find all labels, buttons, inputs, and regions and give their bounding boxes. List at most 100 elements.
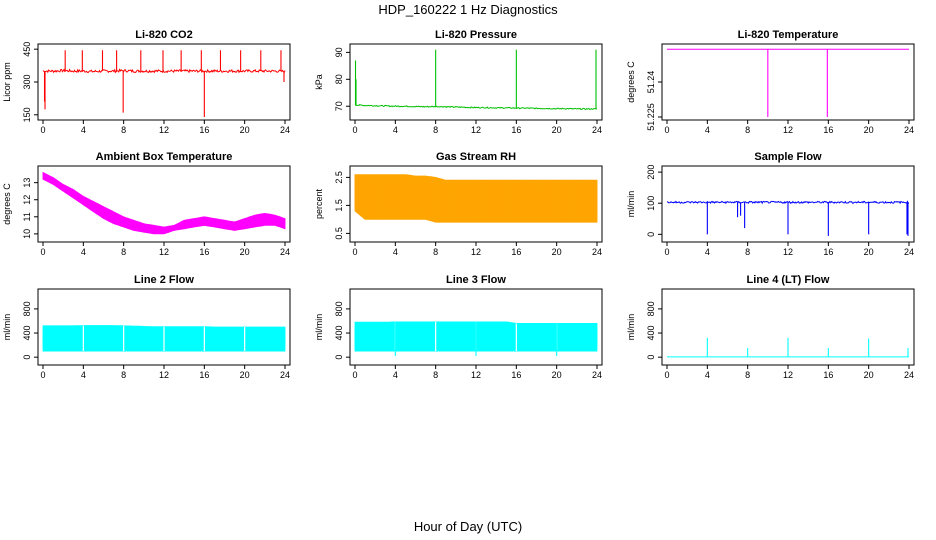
x-tick-label: 24	[280, 125, 290, 135]
panel-title: Ambient Box Temperature	[96, 151, 233, 163]
y-tick-label: 800	[22, 301, 32, 316]
x-tick-label: 16	[823, 370, 833, 380]
panel-title: Li-820 CO2	[135, 29, 192, 41]
x-tick-label: 24	[592, 247, 602, 257]
x-tick-label: 12	[159, 125, 169, 135]
x-tick-label: 24	[592, 370, 602, 380]
series-marks	[42, 171, 286, 235]
axis-box	[661, 43, 915, 121]
series-marks	[354, 49, 598, 111]
y-tick-label: 400	[334, 326, 344, 341]
y-tick-label: 1.5	[334, 199, 344, 212]
figure-title: HDP_160222 1 Hz Diagnostics	[378, 2, 558, 17]
x-tick-label: 8	[433, 247, 438, 257]
x-tick-label: 20	[240, 247, 250, 257]
y-tick-label: 200	[646, 165, 656, 180]
x-tick-label: 16	[823, 247, 833, 257]
y-axis-label: kPa	[314, 74, 324, 90]
y-tick-label: 800	[334, 301, 344, 316]
series-marks	[667, 48, 909, 117]
panel-title: Sample Flow	[754, 151, 822, 163]
panel-title: Line 2 Flow	[134, 274, 194, 286]
x-tick-label: 0	[352, 370, 357, 380]
series-marks	[354, 321, 598, 356]
x-tick-label: 20	[552, 247, 562, 257]
x-tick-label: 20	[240, 125, 250, 135]
y-tick-label: 80	[334, 74, 344, 84]
y-tick-label: 0.5	[334, 227, 344, 240]
y-tick-label: 0	[646, 355, 656, 360]
x-tick-label: 20	[864, 247, 874, 257]
x-tick-label: 12	[783, 370, 793, 380]
y-axis-label: degrees C	[2, 183, 12, 225]
series-marks	[42, 50, 286, 117]
x-tick-label: 12	[783, 247, 793, 257]
x-tick-label: 0	[664, 247, 669, 257]
x-tick-label: 20	[552, 370, 562, 380]
y-axis-label: ml/min	[626, 191, 636, 218]
x-tick-label: 16	[511, 247, 521, 257]
series-marks	[354, 174, 598, 223]
y-axis-label: ml/min	[314, 314, 324, 341]
x-tick-label: 12	[159, 370, 169, 380]
x-tick-label: 16	[511, 125, 521, 135]
x-tick-label: 24	[904, 247, 914, 257]
panel-li-820-co2: Li-820 CO2 Licor ppm 0 4 8 12 16 20 24 150 300 450	[2, 29, 291, 135]
x-tick-label: 0	[40, 247, 45, 257]
y-tick-label: 2.5	[334, 171, 344, 184]
y-tick-label: 300	[22, 74, 32, 89]
x-tick-label: 8	[433, 125, 438, 135]
x-tick-label: 12	[783, 125, 793, 135]
y-tick-label: 0	[334, 355, 344, 360]
panel-title: Line 3 Flow	[446, 274, 506, 286]
y-tick-label: 0	[646, 232, 656, 237]
x-tick-label: 4	[705, 370, 710, 380]
x-tick-label: 20	[552, 125, 562, 135]
x-tick-label: 24	[904, 370, 914, 380]
x-tick-label: 20	[864, 370, 874, 380]
y-axis-label: ml/min	[626, 314, 636, 341]
y-axis-label: Licor ppm	[2, 62, 12, 102]
y-axis-label: degrees C	[626, 61, 636, 103]
x-tick-label: 8	[745, 247, 750, 257]
y-tick-label: 400	[22, 326, 32, 341]
x-tick-label: 4	[81, 125, 86, 135]
y-tick-label: 400	[646, 326, 656, 341]
y-tick-label: 70	[334, 101, 344, 111]
x-tick-label: 8	[745, 125, 750, 135]
x-tick-label: 8	[121, 125, 126, 135]
y-tick-label: 0	[22, 355, 32, 360]
y-tick-label: 90	[334, 47, 344, 57]
y-tick-label: 100	[646, 196, 656, 211]
y-tick-label: 10	[22, 229, 32, 239]
panel-sample-flow: Sample Flow ml/min 0 4 8 12 16 20 24 0 100 200	[626, 151, 915, 257]
x-tick-label: 8	[745, 370, 750, 380]
series-marks	[42, 325, 286, 352]
x-tick-label: 12	[159, 247, 169, 257]
y-axis-label: ml/min	[2, 314, 12, 341]
x-tick-label: 24	[280, 247, 290, 257]
x-tick-label: 0	[40, 125, 45, 135]
panel-title: Gas Stream RH	[436, 151, 516, 163]
y-tick-label: 800	[646, 301, 656, 316]
y-tick-label: 51.24	[646, 71, 656, 94]
panel-title: Li-820 Pressure	[435, 29, 517, 41]
y-axis-label: percent	[314, 188, 324, 219]
series-marks	[667, 200, 910, 236]
x-tick-label: 4	[393, 125, 398, 135]
y-tick-label: 12	[22, 195, 32, 205]
x-tick-label: 4	[81, 370, 86, 380]
x-tick-label: 16	[823, 125, 833, 135]
y-tick-label: 11	[22, 212, 32, 221]
x-tick-label: 0	[352, 247, 357, 257]
series-line	[667, 200, 910, 205]
panel-line-4-lt-flow: Line 4 (LT) Flow ml/min 0 4 8 12 16 20 24 0 400 800	[626, 274, 915, 380]
panel-title: Li-820 Temperature	[738, 29, 839, 41]
x-tick-label: 16	[199, 247, 209, 257]
x-tick-label: 4	[81, 247, 86, 257]
series-line	[42, 68, 286, 74]
panel-line-2-flow: Line 2 Flow ml/min 0 4 8 12 16 20 24 0 400 800	[2, 274, 291, 380]
series-marks	[667, 337, 909, 358]
